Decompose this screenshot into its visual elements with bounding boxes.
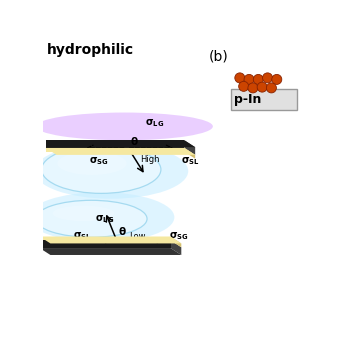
Polygon shape [46, 148, 184, 152]
Text: $\mathbf{\sigma_{SG}}$: $\mathbf{\sigma_{SG}}$ [169, 231, 189, 242]
Text: $\mathbf{\sigma_{SL}}$: $\mathbf{\sigma_{SL}}$ [180, 155, 199, 167]
Polygon shape [40, 237, 171, 240]
Text: $\mathbf{\sigma_{SG}}$: $\mathbf{\sigma_{SG}}$ [89, 155, 109, 167]
Polygon shape [170, 240, 181, 255]
Text: $\mathbf{\sigma_{SL}}$: $\mathbf{\sigma_{SL}}$ [73, 230, 92, 242]
Circle shape [263, 73, 272, 83]
Polygon shape [40, 237, 181, 243]
Text: (b): (b) [209, 49, 229, 63]
Circle shape [257, 82, 267, 92]
Ellipse shape [53, 206, 114, 221]
Circle shape [266, 83, 277, 93]
Ellipse shape [36, 113, 213, 140]
Polygon shape [170, 237, 181, 247]
FancyBboxPatch shape [231, 89, 297, 110]
Circle shape [244, 74, 254, 85]
Ellipse shape [28, 192, 174, 242]
Circle shape [253, 74, 263, 85]
Text: $\mathbf{\theta}$: $\mathbf{\theta}$ [118, 225, 127, 237]
Text: $\mathbf{\sigma_{LG}}$: $\mathbf{\sigma_{LG}}$ [95, 213, 114, 225]
Ellipse shape [42, 146, 161, 193]
Circle shape [239, 81, 249, 91]
Text: High: High [140, 155, 160, 164]
Ellipse shape [35, 200, 147, 237]
Polygon shape [46, 140, 195, 147]
Circle shape [235, 73, 245, 83]
Text: Low: Low [129, 232, 146, 241]
Text: hydrophilic: hydrophilic [47, 43, 134, 57]
Polygon shape [184, 148, 195, 159]
Text: $\mathbf{\theta}$: $\mathbf{\theta}$ [130, 135, 138, 147]
Polygon shape [40, 248, 181, 255]
Circle shape [272, 74, 282, 85]
Polygon shape [46, 140, 184, 148]
Circle shape [248, 83, 258, 93]
Text: $\mathbf{\sigma_{LG}}$: $\mathbf{\sigma_{LG}}$ [145, 117, 164, 129]
Text: p-In: p-In [235, 93, 262, 106]
Ellipse shape [34, 143, 188, 199]
Polygon shape [184, 140, 195, 155]
Polygon shape [46, 148, 195, 155]
Polygon shape [40, 240, 171, 248]
Ellipse shape [57, 152, 127, 175]
